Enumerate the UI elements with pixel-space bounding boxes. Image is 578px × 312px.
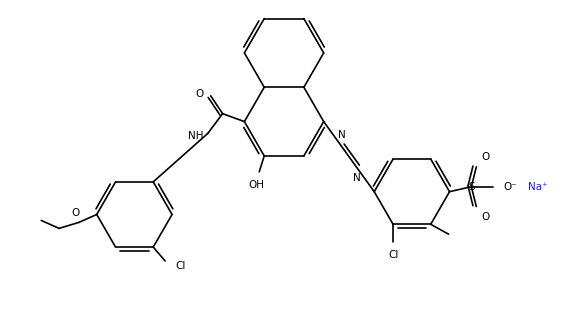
- Text: O: O: [481, 152, 490, 162]
- Text: O: O: [72, 208, 80, 218]
- Text: Na⁺: Na⁺: [528, 182, 547, 192]
- Text: S: S: [468, 182, 475, 192]
- Text: N: N: [338, 130, 345, 140]
- Text: Cl: Cl: [175, 261, 186, 271]
- Text: O: O: [195, 89, 204, 99]
- Text: NH: NH: [188, 131, 204, 141]
- Text: Cl: Cl: [388, 250, 398, 260]
- Text: N: N: [353, 173, 361, 183]
- Text: OH: OH: [249, 180, 264, 190]
- Text: O: O: [481, 212, 490, 222]
- Text: O⁻: O⁻: [503, 182, 517, 192]
